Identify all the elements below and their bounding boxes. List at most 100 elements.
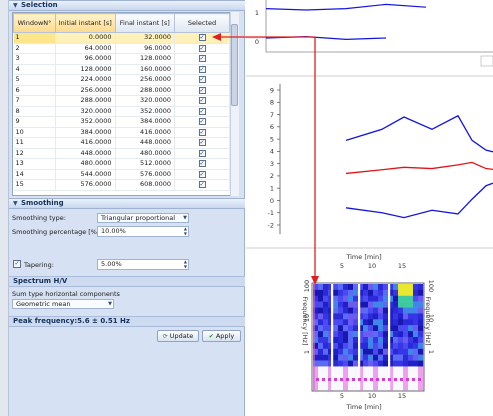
window-marker[interactable] [406,378,409,381]
heatmap-gap [358,284,361,390]
table-row[interactable]: 2 64.0000 96.0000 ✓ [13,43,230,54]
heatmap-cell [393,284,399,291]
heatmap-cell [413,301,419,308]
heatmap-cell [323,289,329,296]
heatmap-cell [373,301,379,308]
heatmap-cell [358,366,364,373]
window-marker[interactable] [364,378,367,381]
heatmap-cell [393,295,399,302]
sum-type-dropdown[interactable]: Geometric mean ▼ [12,299,114,309]
window-marker[interactable] [418,378,421,381]
selected-checkbox[interactable]: ✓ [198,55,206,63]
selected-checkbox[interactable]: ✓ [198,181,206,189]
window-marker[interactable] [388,378,391,381]
heatmap-cell [328,378,334,385]
heatmap-cell [348,325,354,332]
initial-instant-cell: 480.0000 [55,158,116,170]
selected-checkbox[interactable]: ✓ [198,170,206,178]
heatmap-cell [353,313,359,320]
column-header-selected[interactable]: Selected [174,13,230,33]
selected-checkbox[interactable]: ✓ [198,139,206,147]
middle-chart-ytick-label: 8 [270,99,274,107]
heatmap-cell [358,360,364,367]
table-row[interactable]: 7 288.0000 320.0000 ✓ [13,95,230,107]
window-marker[interactable] [358,378,361,381]
heatmap-cell [313,372,319,379]
smoothing-percentage-spinner[interactable]: 10.00% ▲ ▼ [97,226,189,237]
selection-section-header[interactable]: ▼ Selection [9,0,245,11]
window-marker[interactable] [346,378,349,381]
selected-checkbox[interactable]: ✓ [198,65,206,73]
selected-checkbox[interactable]: ✓ [198,118,206,126]
window-marker[interactable] [382,378,385,381]
column-header-final[interactable]: Final instant [s] [114,13,176,33]
window-marker[interactable] [394,378,397,381]
heatmap-cell [368,319,374,326]
heatmap-cell [383,384,389,391]
heatmap-cell [348,307,354,314]
tapering-spinner[interactable]: 5.00% ▲ ▼ [97,259,189,270]
heatmap-cell [418,384,424,391]
window-number-cell: 6 [13,85,57,96]
smoothing-type-dropdown[interactable]: Triangular proportional ▼ [97,213,189,223]
table-row[interactable]: 11 416.0000 448.0000 ✓ [13,137,230,149]
selected-checkbox[interactable]: ✓ [198,34,206,42]
heatmap-cell [398,354,404,361]
table-row[interactable]: 13 480.0000 512.0000 ✓ [13,158,230,170]
heatmap-right-ylabel: Frequency [Hz] [424,296,432,345]
heatmap-cell [313,354,319,361]
column-header-initial[interactable]: Initial instant [s] [55,13,116,33]
heatmap-cell [368,348,374,355]
table-row[interactable]: 1 0.0000 32.0000 ✓ [13,32,230,44]
selected-checkbox[interactable]: ✓ [198,97,206,105]
window-marker[interactable] [352,378,355,381]
table-row[interactable]: 8 320.0000 352.0000 ✓ [13,106,230,117]
table-row[interactable]: 3 96.0000 128.0000 ✓ [13,53,230,65]
selected-checkbox[interactable]: ✓ [198,149,206,157]
table-row[interactable]: 10 384.0000 416.0000 ✓ [13,127,230,138]
window-marker[interactable] [412,378,415,381]
smoothing-section-header[interactable]: ▼ Smoothing [9,198,245,209]
heatmap-cell [338,295,344,302]
window-marker[interactable] [334,378,337,381]
table-row[interactable]: 9 352.0000 384.0000 ✓ [13,116,230,128]
window-marker[interactable] [340,378,343,381]
selected-checkbox[interactable]: ✓ [198,107,206,115]
selected-checkbox[interactable]: ✓ [198,160,206,168]
tapering-checkbox[interactable]: ✓ [13,260,21,268]
window-marker[interactable] [316,378,319,381]
table-row[interactable]: 6 256.0000 288.0000 ✓ [13,85,230,96]
spinner-arrows-icon[interactable]: ▲ ▼ [183,259,187,269]
selected-checkbox[interactable]: ✓ [198,76,206,84]
heatmap-cell [348,295,354,302]
heatmap-cell [363,325,369,332]
table-row[interactable]: 12 448.0000 480.0000 ✓ [13,148,230,159]
heatmap-cell [363,384,369,391]
table-row[interactable]: 14 544.0000 576.0000 ✓ [13,169,230,180]
apply-button[interactable]: ✔ Apply [202,330,241,342]
peak-frequency-bar: Peak frequency:5.6 ± 0.51 Hz [9,316,245,327]
heatmap-cell [313,384,319,391]
update-button[interactable]: ⟳ Update [157,330,199,342]
window-marker[interactable] [400,378,403,381]
table-scrollbar-thumb[interactable] [231,24,238,106]
left-toolbar-strip [0,0,9,416]
window-marker[interactable] [322,378,325,381]
window-marker[interactable] [328,378,331,381]
selected-checkbox[interactable]: ✓ [198,128,206,136]
heatmap-cell [353,295,359,302]
selected-checkbox[interactable]: ✓ [198,86,206,94]
table-row[interactable]: 4 128.0000 160.0000 ✓ [13,64,230,75]
window-marker[interactable] [370,378,373,381]
table-row[interactable]: 5 224.0000 256.0000 ✓ [13,74,230,86]
settings-panel: ▼ Selection WindowN° Initial instant [s] … [9,0,245,416]
heatmap-cell [323,372,329,379]
heatmap-cell [388,384,394,391]
spinner-arrows-icon[interactable]: ▲ ▼ [183,226,187,236]
column-header-window[interactable]: WindowN° [13,13,57,33]
window-marker[interactable] [376,378,379,381]
table-row[interactable]: 15 576.0000 608.0000 ✓ [13,179,230,191]
final-instant-cell: 608.0000 [115,179,176,191]
final-instant-cell: 160.0000 [115,64,176,75]
selected-checkbox[interactable]: ✓ [198,44,206,52]
